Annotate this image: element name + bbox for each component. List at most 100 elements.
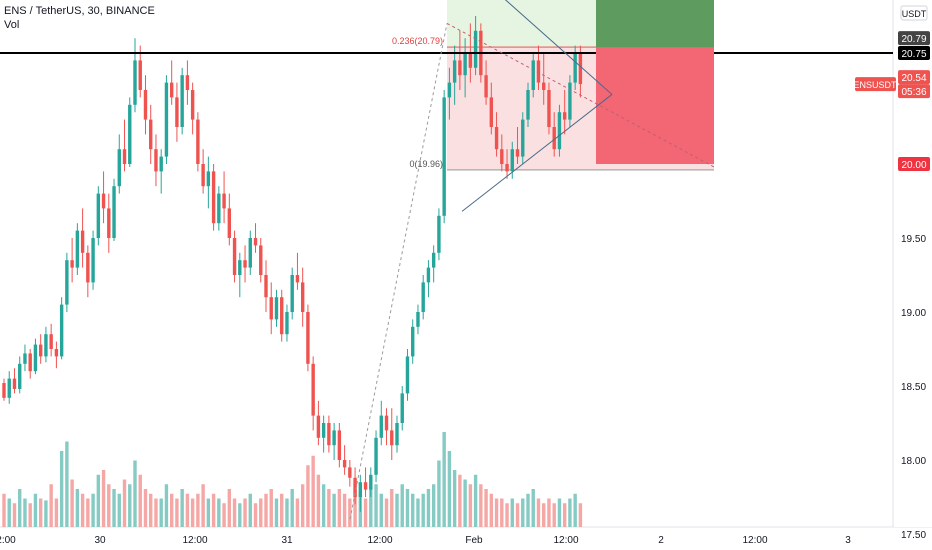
candle-body[interactable] [547,90,551,127]
candle-body[interactable] [2,383,6,398]
candle-body[interactable] [128,104,132,164]
candle-body[interactable] [149,119,153,150]
candle-body[interactable] [400,393,404,423]
candle-body[interactable] [568,82,572,120]
candle-body[interactable] [416,312,420,327]
candle-body[interactable] [169,82,174,98]
candle-body[interactable] [18,363,22,389]
candle-body[interactable] [185,75,190,90]
candle-body[interactable] [196,119,200,164]
candle-body[interactable] [253,238,258,246]
candle-body[interactable] [484,75,488,98]
candle-body[interactable] [248,238,252,268]
candle-body[interactable] [23,353,27,364]
candle-body[interactable] [175,97,179,127]
candle-body[interactable] [238,260,242,275]
candle-body[interactable] [300,282,305,312]
candle-body[interactable] [143,90,148,120]
candle-body[interactable] [33,344,38,372]
candle-body[interactable] [269,297,273,320]
candle-body[interactable] [431,252,436,268]
candle-body[interactable] [327,423,331,446]
candle-body[interactable] [411,326,415,357]
candle-body[interactable] [7,378,11,398]
candle-body[interactable] [542,82,546,90]
candle-body[interactable] [321,423,326,438]
candle-body[interactable] [222,193,226,209]
candle-body[interactable] [232,238,237,275]
candle-body[interactable] [426,267,431,283]
candle-body[interactable] [133,60,137,105]
candle-body[interactable] [316,415,321,438]
candle-body[interactable] [295,275,300,283]
candle-body[interactable] [557,112,562,150]
candle-body[interactable] [384,415,389,431]
candle-body[interactable] [353,477,357,497]
candle-body[interactable] [311,363,315,416]
candle-body[interactable] [395,423,399,446]
candle-body[interactable] [306,312,310,364]
candle-body[interactable] [578,53,583,85]
candle-body[interactable] [65,260,69,305]
candle-body[interactable] [405,356,410,394]
candle-body[interactable] [442,97,446,216]
candle-body[interactable] [337,430,342,460]
candle-body[interactable] [227,208,232,238]
candle-body[interactable] [573,53,577,83]
candle-body[interactable] [463,53,467,76]
candle-body[interactable] [390,430,394,446]
candle-body[interactable] [500,149,504,164]
candle-body[interactable] [54,349,59,357]
candle-body[interactable] [473,30,478,68]
candle-body[interactable] [206,171,211,187]
candle-body[interactable] [80,230,85,253]
candle-body[interactable] [28,353,32,372]
candle-body[interactable] [363,482,368,490]
candle-body[interactable] [515,149,520,157]
candle-body[interactable] [379,415,383,438]
volume-legend[interactable]: Vol [4,19,20,31]
candle-body[interactable] [332,430,336,446]
candle-body[interactable] [86,252,90,283]
candle-body[interactable] [452,60,457,83]
candle-body[interactable] [154,149,158,172]
candle-body[interactable] [138,60,142,90]
candle-body[interactable] [70,260,74,268]
candle-body[interactable] [12,378,17,389]
candle-body[interactable] [562,112,567,120]
candle-body[interactable] [180,75,184,127]
candle-body[interactable] [164,82,169,157]
candle-body[interactable] [259,245,263,275]
position-stop-zone[interactable] [596,47,714,164]
position-profit-zone[interactable] [596,0,714,48]
candle-body[interactable] [217,193,221,224]
candle-body[interactable] [274,297,279,320]
candle-body[interactable] [374,437,378,475]
candle-body[interactable] [505,164,509,172]
candle-body[interactable] [494,127,499,150]
candle-body[interactable] [458,60,462,76]
candle-body[interactable] [531,60,535,90]
candle-body[interactable] [552,127,556,150]
candle-body[interactable] [38,344,43,357]
candle-body[interactable] [112,186,116,238]
candle-body[interactable] [421,282,425,312]
candle-body[interactable] [211,171,216,224]
candle-body[interactable] [243,260,247,268]
candle-body[interactable] [489,97,494,127]
candle-body[interactable] [44,334,48,357]
triangle-lower-trendline[interactable] [461,94,613,212]
candle-body[interactable] [369,474,373,490]
candle-body[interactable] [59,304,64,357]
candle-body[interactable] [91,238,95,283]
triangle-upper-trendline[interactable] [447,0,613,95]
candle-body[interactable] [280,297,284,335]
candle-body[interactable] [447,82,452,98]
candle-body[interactable] [536,60,541,83]
candle-body[interactable] [526,90,530,120]
candle-body[interactable] [521,119,525,157]
candle-body[interactable] [96,193,101,238]
candle-body[interactable] [264,275,268,298]
